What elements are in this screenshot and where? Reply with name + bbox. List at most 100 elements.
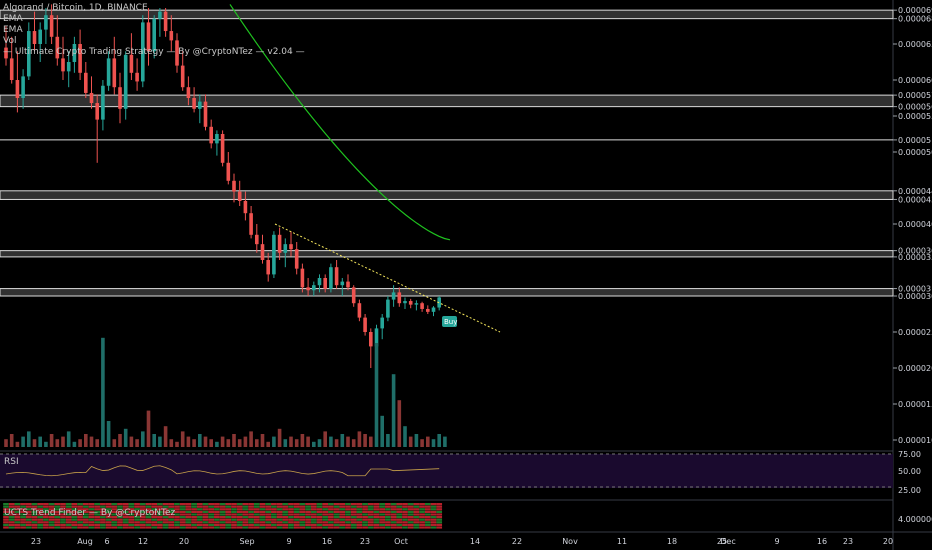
volume-bar [72, 441, 77, 447]
ucts-cell [299, 513, 306, 516]
volume-bar [266, 441, 270, 447]
ucts-cell [151, 510, 158, 513]
ucts-cell [8, 516, 15, 519]
ucts-cell [94, 505, 101, 508]
ucts-cell [145, 508, 152, 511]
ucts-cell [345, 510, 351, 513]
ucts-cell [100, 516, 106, 519]
price-axis-label: 0.00004000 [898, 220, 932, 229]
ucts-cell [253, 513, 260, 516]
ucts-cell [265, 523, 272, 526]
ucts-cell [122, 508, 129, 511]
ucts-cell [168, 526, 175, 529]
ucts-cell [31, 516, 38, 519]
ucts-cell [3, 513, 9, 516]
ucts-cell [25, 516, 32, 519]
ucts-cell [419, 518, 425, 521]
ucts-cell [424, 503, 431, 506]
ucts-cell [14, 521, 21, 524]
ucts-cell [367, 503, 374, 506]
candle-body [38, 29, 42, 44]
ucts-cell [88, 505, 95, 508]
ucts-cell [265, 510, 272, 513]
ucts-cell [396, 518, 403, 521]
ucts-cell [231, 526, 237, 529]
rsi-title[interactable]: RSI [4, 457, 19, 467]
ucts-cell [77, 518, 83, 521]
ucts-cell [402, 508, 408, 511]
ucts-cell [248, 513, 254, 516]
time-axis-label: 23 [31, 537, 41, 546]
ucts-cell [253, 510, 260, 513]
ucts-cell [31, 510, 38, 513]
ucts-cell [54, 503, 61, 506]
ucts-cell [134, 526, 140, 529]
ucts-cell [48, 503, 55, 506]
ucts-cell [236, 508, 243, 511]
ema-label-2[interactable]: EMA [3, 25, 23, 35]
ucts-cell [276, 521, 283, 524]
ucts-cell [14, 510, 21, 513]
symbol-label[interactable]: Algorand / Bitcoin, 1D, BINANCE [3, 3, 148, 13]
ucts-cell [231, 510, 237, 513]
ucts-cell [282, 526, 289, 529]
ucts-title[interactable]: UCTS Trend Finder — By @CryptoNTez [4, 508, 176, 518]
ucts-cell [333, 503, 340, 506]
ucts-cell [248, 510, 254, 513]
ucts-cell [208, 523, 215, 526]
ucts-cell [168, 516, 175, 519]
ucts-cell [94, 513, 101, 516]
ucts-cell [424, 518, 431, 521]
ucts-cell [299, 521, 306, 524]
resistance-zone [0, 9, 894, 20]
vol-label[interactable]: Vol [3, 36, 17, 46]
ucts-cell [105, 523, 112, 526]
ucts-cell [179, 513, 186, 516]
candle-body [152, 18, 156, 52]
ucts-cell [145, 523, 152, 526]
ucts-cell [191, 521, 197, 524]
ucts-cell [362, 505, 368, 508]
ucts-cell [111, 523, 118, 526]
ucts-cell [373, 518, 380, 521]
price-axis-label: 0.00005000 [898, 148, 932, 157]
strategy-label[interactable]: — Ultimate Crypto Trading Strategy — By … [3, 47, 305, 57]
ucts-cell [248, 526, 254, 529]
ucts-cell [305, 513, 311, 516]
volume-bar [84, 434, 88, 447]
ucts-cell [191, 505, 197, 508]
ucts-cell [288, 510, 294, 513]
ucts-cell [293, 526, 300, 529]
ucts-cell [191, 526, 197, 529]
ucts-cell [328, 510, 334, 513]
ema-label-1[interactable]: EMA [3, 14, 23, 24]
ucts-cell [362, 510, 368, 513]
ucts-cell [424, 516, 431, 519]
ucts-cell [367, 508, 374, 511]
ucts-cell [385, 526, 391, 529]
ucts-cell [168, 508, 175, 511]
ucts-cell [208, 505, 215, 508]
ucts-cell [25, 508, 32, 511]
ucts-cell [105, 503, 112, 506]
ucts-cell [202, 513, 209, 516]
ucts-cell [196, 521, 203, 524]
ucts-cell [60, 513, 66, 516]
ucts-cell [82, 521, 89, 524]
ucts-cell [88, 521, 95, 524]
ucts-cell [299, 505, 306, 508]
ucts-cell [402, 521, 408, 524]
ucts-cell [105, 508, 112, 511]
price-axis-label: 0.00004341 [898, 195, 932, 204]
ucts-cell [328, 523, 334, 526]
ucts-cell [253, 503, 260, 506]
ucts-cell [25, 521, 32, 524]
ucts-cell [94, 523, 101, 526]
ucts-cell [379, 526, 386, 529]
candle-body [414, 303, 419, 305]
ucts-cell [379, 518, 386, 521]
ucts-cell [242, 518, 249, 521]
ucts-cell [43, 526, 49, 529]
volume-bar [380, 415, 384, 447]
